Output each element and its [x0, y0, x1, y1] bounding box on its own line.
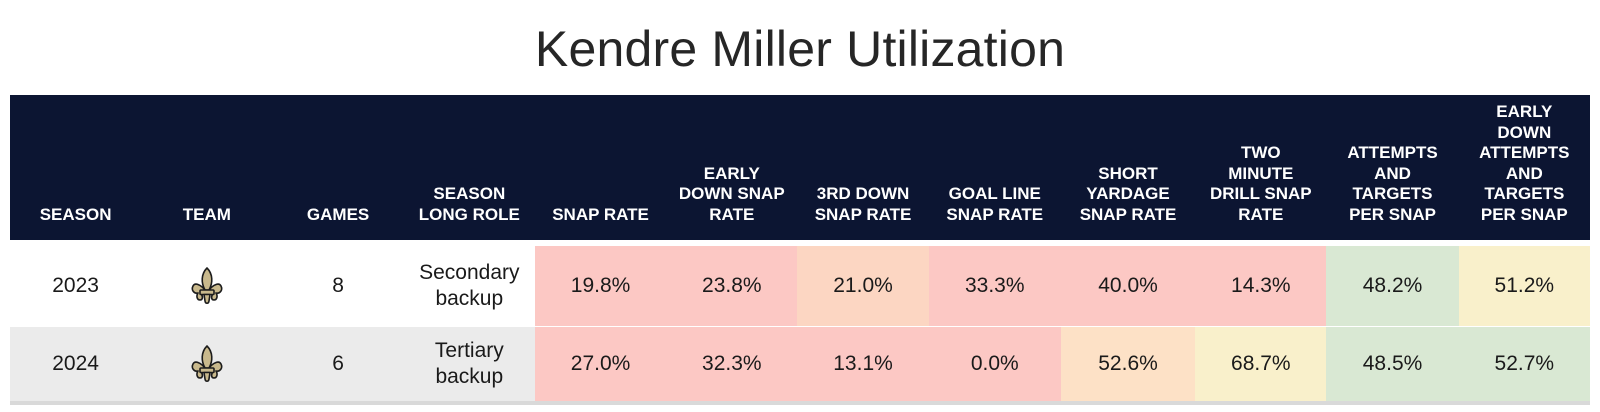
utilization-table: SEASON TEAM GAMES SEASON LONG ROLE SNAP …	[10, 95, 1590, 405]
short-yardage-snap-rate-cell: 52.6%	[1060, 326, 1196, 405]
games-cell: 8	[272, 240, 404, 327]
snap-rate-cell: 19.8%	[534, 240, 667, 327]
season-cell: 2024	[10, 326, 142, 405]
fleur-de-lis-icon	[191, 344, 223, 382]
third-down-snap-rate-cell: 21.0%	[797, 240, 929, 327]
page-title: Kendre Miller Utilization	[534, 20, 1066, 77]
role-cell: Tertiary backup	[403, 326, 535, 405]
column-header-early-down-attempts-targets-per-snap: EARLY DOWN ATTEMPTS AND TARGETS PER SNAP	[1458, 95, 1590, 243]
goal-line-snap-rate-cell: 0.0%	[928, 326, 1061, 405]
role-cell: Secondary backup	[403, 240, 535, 327]
column-header-team: TEAM	[141, 95, 273, 243]
column-header-short-yardage-snap-rate: SHORT YARDAGE SNAP RATE	[1060, 95, 1196, 243]
early-down-snap-rate-cell: 32.3%	[666, 326, 798, 405]
column-header-third-down-snap-rate: 3RD DOWN SNAP RATE	[797, 95, 929, 243]
early-down-att-tgt-per-snap-cell: 51.2%	[1458, 240, 1590, 327]
column-header-season-long-role: SEASON LONG ROLE	[403, 95, 535, 243]
column-header-two-minute-drill-snap-rate: TWO MINUTE DRILL SNAP RATE	[1195, 95, 1327, 243]
column-header-attempts-targets-per-snap: ATTEMPTS AND TARGETS PER SNAP	[1326, 95, 1459, 243]
column-header-season: SEASON	[10, 95, 142, 243]
early-down-att-tgt-per-snap-cell: 52.7%	[1458, 326, 1590, 405]
short-yardage-snap-rate-cell: 40.0%	[1060, 240, 1196, 327]
header-row: SEASON TEAM GAMES SEASON LONG ROLE SNAP …	[10, 95, 1590, 243]
column-header-snap-rate: SNAP RATE	[534, 95, 667, 243]
two-minute-snap-rate-cell: 14.3%	[1195, 240, 1327, 327]
team-cell	[141, 240, 273, 327]
table-row: 2023 8 Secondary backup 19.8% 23.8% 21.0…	[10, 240, 1590, 327]
two-minute-snap-rate-cell: 68.7%	[1195, 326, 1327, 405]
goal-line-snap-rate-cell: 33.3%	[928, 240, 1061, 327]
early-down-snap-rate-cell: 23.8%	[666, 240, 798, 327]
column-header-games: GAMES	[272, 95, 404, 243]
table-row: 2024 6 Tertiary backup 27.0% 32.3% 13.1%…	[10, 326, 1590, 405]
snap-rate-cell: 27.0%	[534, 326, 667, 405]
games-cell: 6	[272, 326, 404, 405]
season-cell: 2023	[10, 240, 142, 327]
team-cell	[141, 326, 273, 405]
column-header-early-down-snap-rate: EARLY DOWN SNAP RATE	[666, 95, 798, 243]
fleur-de-lis-icon	[191, 266, 223, 304]
third-down-snap-rate-cell: 13.1%	[797, 326, 929, 405]
column-header-goal-line-snap-rate: GOAL LINE SNAP RATE	[928, 95, 1061, 243]
att-tgt-per-snap-cell: 48.2%	[1326, 240, 1459, 327]
att-tgt-per-snap-cell: 48.5%	[1326, 326, 1459, 405]
